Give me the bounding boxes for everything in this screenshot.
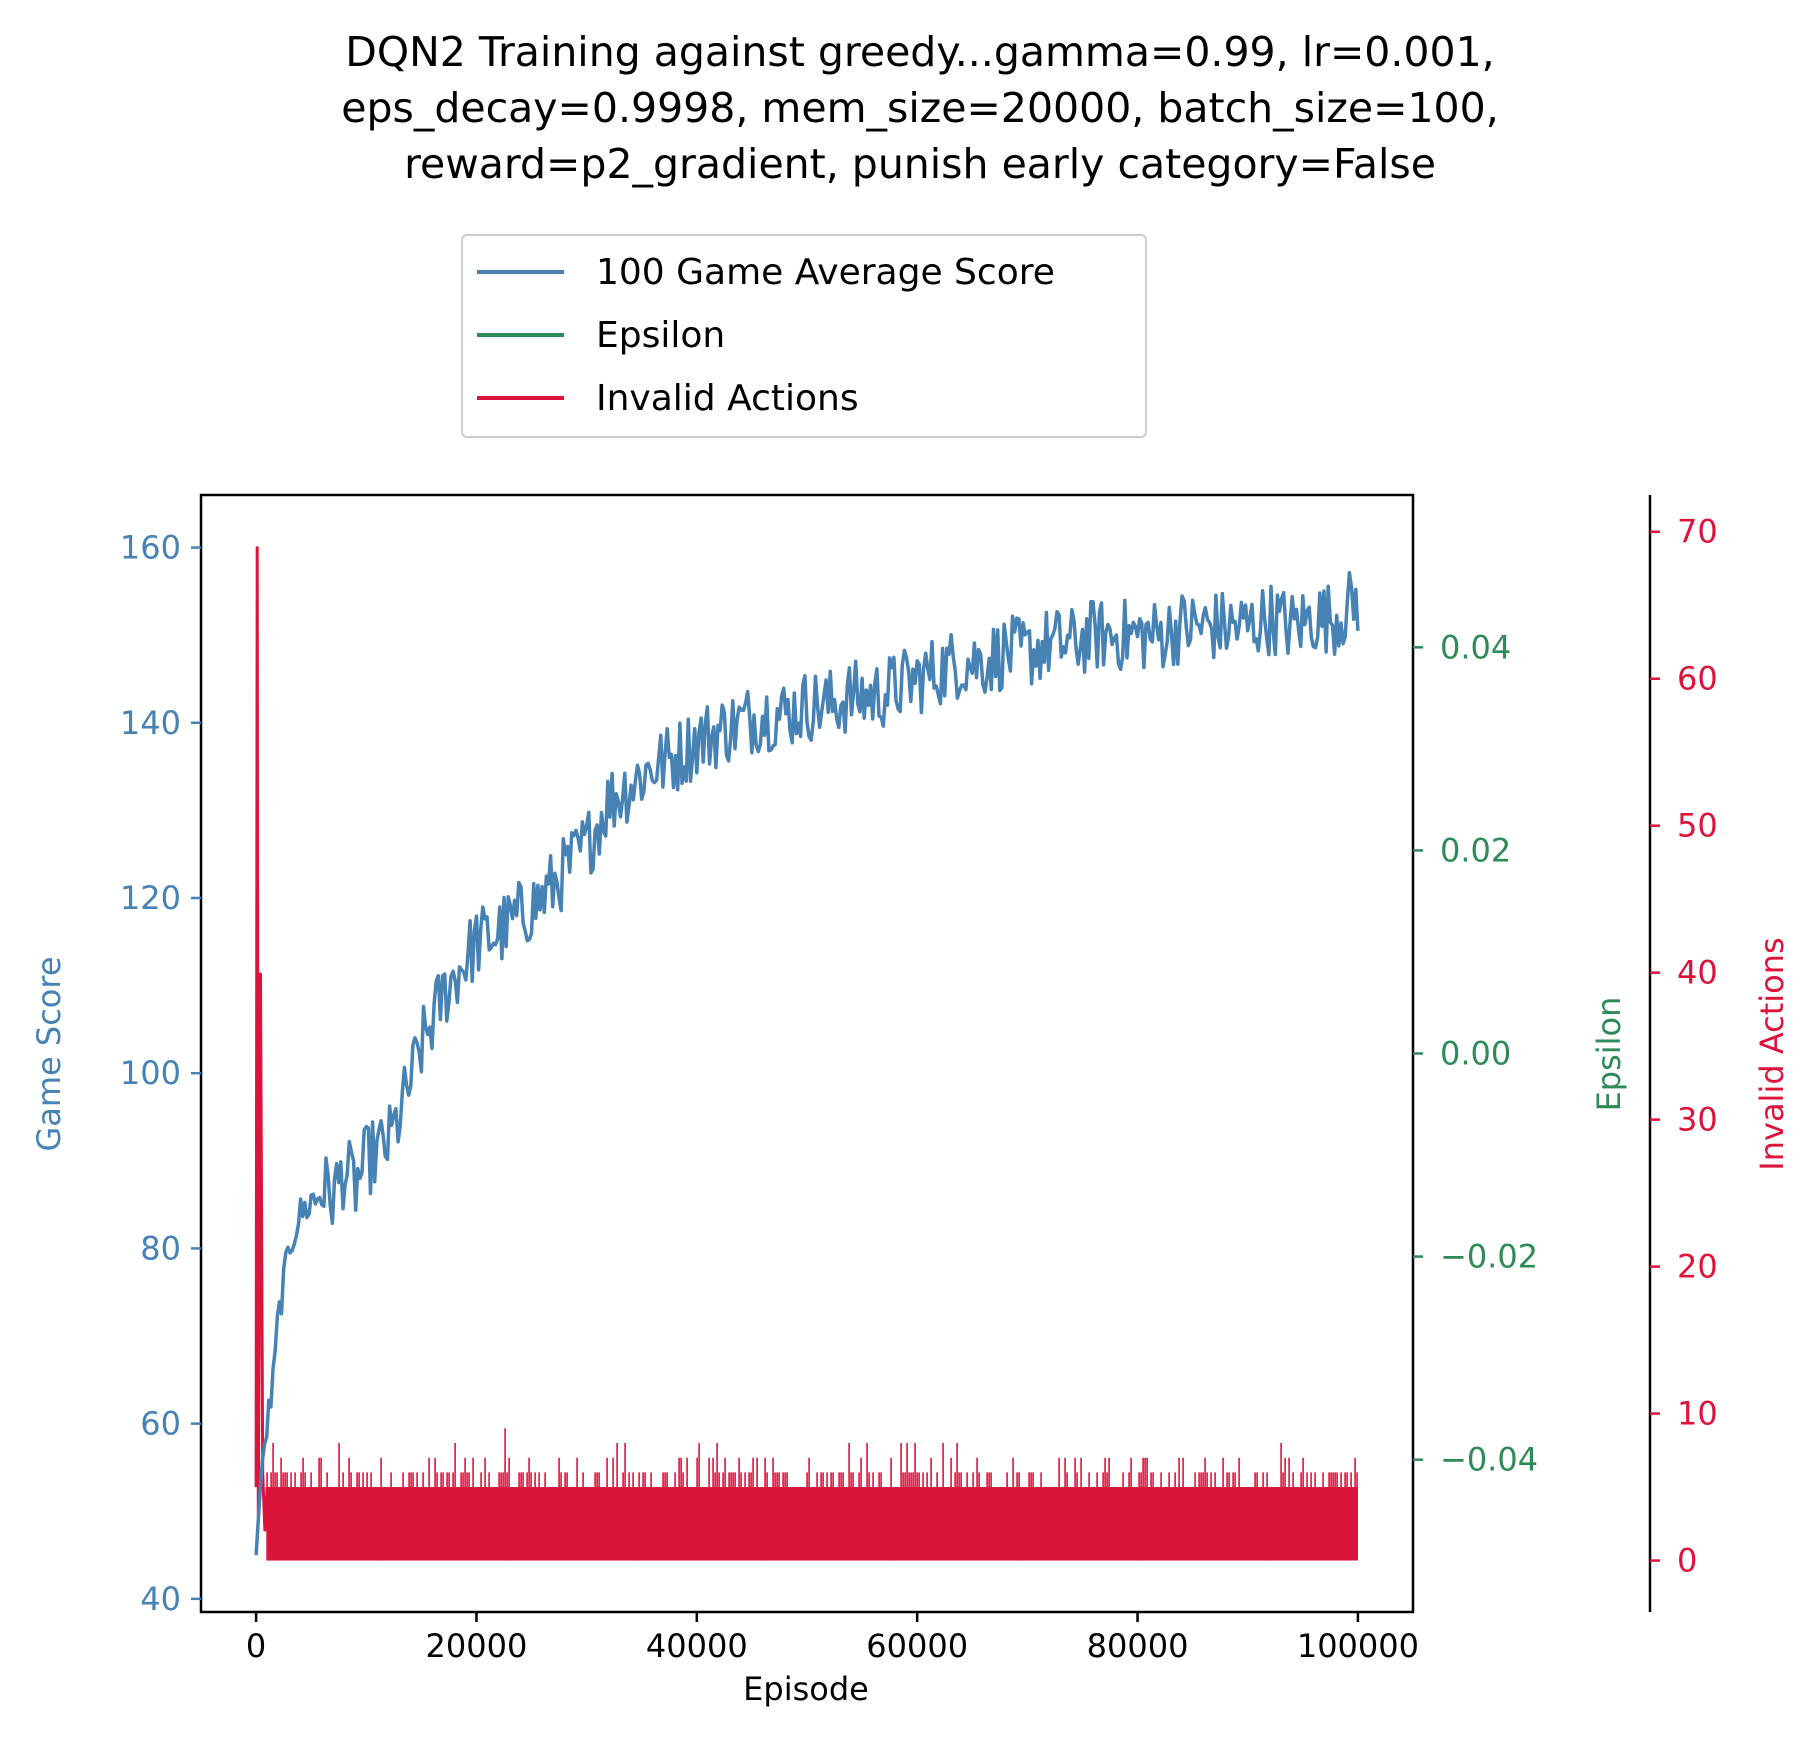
title-line-3: reward=p2_gradient, punish early categor… <box>404 140 1436 188</box>
legend: 100 Game Average Score Epsilon Invalid A… <box>461 234 1147 438</box>
x-tick-label: 60000 <box>866 1627 968 1665</box>
epsilon-axis-label: Epsilon <box>1590 997 1628 1112</box>
epsilon-tick-label: 0.02 <box>1440 831 1511 869</box>
chart-title: DQN2 Training against greedy...gamma=0.9… <box>341 28 1499 188</box>
score-axis-label: Game Score <box>30 956 68 1151</box>
score-tick-label: 160 <box>120 529 181 567</box>
score-axis: 40 60 80 100 120 140 160 <box>120 529 201 1618</box>
x-axis-label: Episode <box>743 1670 869 1708</box>
score-series <box>254 571 1360 1556</box>
invalid-axis-label: Invalid Actions <box>1753 937 1791 1170</box>
score-line <box>254 571 1360 1556</box>
plot-area <box>201 495 1413 1612</box>
epsilon-tick-label: 0.04 <box>1440 628 1511 666</box>
x-tick-label: 100000 <box>1297 1627 1419 1665</box>
score-tick-label: 80 <box>140 1229 181 1267</box>
invalid-tick-label: 10 <box>1677 1395 1718 1433</box>
title-line-2: eps_decay=0.9998, mem_size=20000, batch_… <box>341 84 1499 132</box>
title-line-1: DQN2 Training against greedy...gamma=0.9… <box>345 28 1494 76</box>
score-tick-label: 100 <box>120 1054 181 1092</box>
legend-label-invalid: Invalid Actions <box>596 378 859 419</box>
invalid-axis: 0 10 20 30 40 50 60 70 <box>1650 513 1718 1580</box>
x-tick-label: 0 <box>246 1627 266 1665</box>
x-tick-label: 80000 <box>1087 1627 1189 1665</box>
legend-label-score: 100 Game Average Score <box>596 252 1055 293</box>
legend-label-epsilon: Epsilon <box>596 315 725 356</box>
score-tick-label: 120 <box>120 879 181 917</box>
invalid-actions-series <box>254 546 1358 1561</box>
epsilon-tick-label: −0.04 <box>1440 1441 1538 1479</box>
x-tick-label: 40000 <box>646 1627 748 1665</box>
invalid-tick-label: 30 <box>1677 1101 1718 1139</box>
invalid-tick-label: 50 <box>1677 807 1718 845</box>
epsilon-tick-label: 0.00 <box>1440 1035 1511 1073</box>
invalid-tick-label: 40 <box>1677 954 1718 992</box>
epsilon-axis: −0.04 −0.02 0.00 0.02 0.04 <box>1413 628 1538 1479</box>
epsilon-tick-label: −0.02 <box>1440 1238 1538 1276</box>
invalid-tick-label: 70 <box>1677 513 1718 551</box>
score-tick-label: 140 <box>120 704 181 742</box>
invalid-tick-label: 0 <box>1677 1542 1697 1580</box>
invalid-actions-line <box>254 546 269 1532</box>
x-tick-label: 20000 <box>426 1627 528 1665</box>
score-tick-label: 60 <box>140 1405 181 1443</box>
legend-box <box>461 234 1147 438</box>
score-tick-label: 40 <box>140 1580 181 1618</box>
x-axis: 0 20000 40000 60000 80000 100000 <box>246 1612 1419 1665</box>
invalid-tick-label: 20 <box>1677 1248 1718 1286</box>
invalid-tick-label: 60 <box>1677 660 1718 698</box>
